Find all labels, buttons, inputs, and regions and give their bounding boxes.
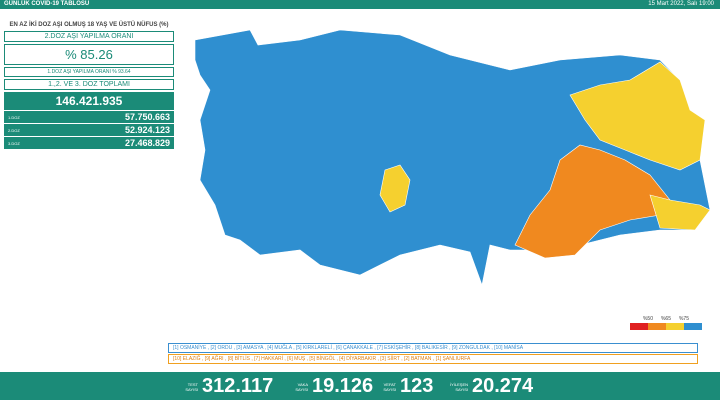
dose-row: 3.DOZ 27.468.829 (4, 137, 174, 149)
label: 2.DOZ AŞI YAPILMA ORANI (4, 31, 174, 42)
heading: EN AZ İKİ DOZ AŞI OLMUŞ 18 YAŞ VE ÜSTÜ N… (9, 22, 169, 28)
legend-label: %75 (679, 316, 689, 322)
stat: VEFAT SAYISI 123 (378, 375, 433, 398)
stat-value: 312.117 (202, 375, 274, 397)
province-region (514, 144, 671, 259)
stat-label: VEFAT SAYISI (383, 381, 396, 392)
legend-label: %50 (643, 316, 653, 322)
stat: VAKA SAYISI 19.126 (290, 375, 373, 398)
label: 1.,2. VE 3. DOZ TOPLAMI (4, 79, 174, 90)
stat-value: 123 (400, 375, 434, 397)
map: %50 %65 %75 (194, 29, 711, 330)
value: 146.421.935 (4, 92, 174, 110)
date: 15 Mart 2022, Salı 19:00 (648, 1, 714, 7)
row-value: 57.750.663 (124, 112, 170, 122)
province-region (194, 29, 711, 287)
title: GÜNLÜK COVID-19 TABLOSU (4, 1, 90, 7)
legend-swatch (666, 323, 684, 330)
province-region (649, 194, 711, 231)
legend-swatch (648, 323, 666, 330)
stats-bar: TEST SAYISI 312.117 VAKA SAYISI 19.126 VEFAT… (0, 372, 720, 400)
stat: İYİLEŞEN SAYISI 20.274 (450, 375, 533, 398)
top-bar: GÜNLÜK COVID-19 TABLOSU 15 Mart 2022, Sa… (0, 0, 720, 9)
stat-value: 19.126 (312, 375, 374, 397)
legend-swatch (684, 323, 702, 330)
province-region (379, 164, 411, 213)
stat-label: İYİLEŞEN SAYISI (450, 381, 469, 392)
dose-row: 2.DOZ 52.924.123 (4, 124, 174, 136)
legend-swatch (630, 323, 648, 330)
stat-label: VAKA SAYISI (295, 381, 308, 392)
row-label: 1.DOZ (8, 114, 20, 120)
dose-rows: 1.DOZ 57.750.663 2.DOZ 52.924.123 3.DOZ 27.46… (4, 111, 174, 149)
label: 1.DOZ AŞI YAPILMA ORANI % 93.64 (4, 67, 174, 77)
value: % 85.26 (4, 44, 174, 65)
bottom-list: [10] ELAZIĞ , [9] AĞRI , [8] BİTLİS , [7… (168, 354, 698, 364)
row-value: 27.468.829 (124, 138, 170, 148)
summary-panel: EN AZ İKİ DOZ AŞI OLMUŞ 18 YAŞ VE ÜSTÜ N… (4, 22, 174, 149)
province-region (569, 61, 706, 171)
top-list: [1] OSMANİYE , [2] ORDU , [3] AMASYA , [… (168, 343, 698, 353)
row-value: 52.924.123 (124, 125, 170, 135)
stat-value: 20.274 (472, 375, 534, 397)
stat-label: TEST SAYISI (185, 381, 198, 392)
stat: TEST SAYISI 312.117 (180, 375, 273, 398)
legend-label: %65 (661, 316, 671, 322)
row-label: 3.DOZ (8, 140, 20, 146)
row-label: 2.DOZ (8, 127, 20, 133)
dose-row: 1.DOZ 57.750.663 (4, 111, 174, 123)
